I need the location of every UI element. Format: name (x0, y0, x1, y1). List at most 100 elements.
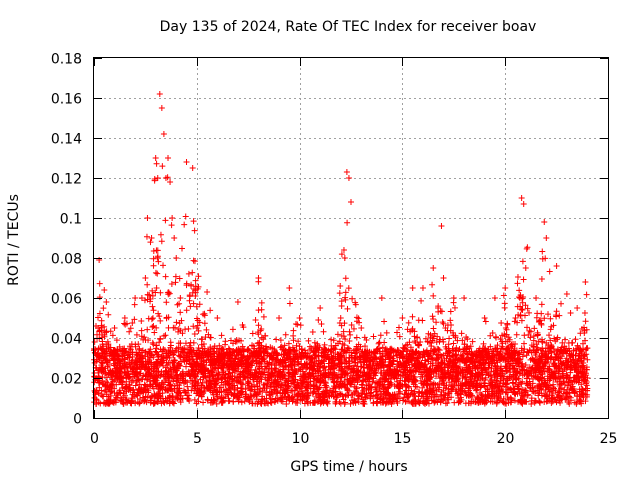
data-point (103, 374, 110, 381)
data-point (130, 391, 137, 398)
data-point (282, 363, 289, 370)
data-point (534, 331, 541, 338)
data-point (536, 386, 543, 393)
data-point (409, 368, 416, 375)
data-point (279, 398, 286, 405)
data-point (231, 393, 238, 400)
data-point (532, 384, 539, 391)
data-point (402, 369, 409, 376)
data-point (464, 351, 471, 358)
data-point (150, 307, 157, 314)
data-point (442, 375, 449, 382)
data-point (250, 376, 257, 383)
data-point (151, 374, 158, 381)
data-point (519, 299, 526, 306)
data-point (385, 390, 392, 397)
data-points (91, 91, 591, 407)
data-point (140, 397, 147, 404)
data-point (164, 289, 171, 296)
data-point (554, 391, 561, 398)
data-point (238, 389, 245, 396)
data-point (260, 347, 267, 354)
data-point (99, 366, 106, 373)
data-point (342, 294, 349, 301)
data-point (449, 365, 456, 372)
data-point (506, 336, 513, 343)
data-point (537, 317, 544, 324)
data-point (405, 384, 412, 391)
data-point (194, 285, 201, 292)
data-point (411, 338, 418, 345)
data-point (542, 349, 549, 356)
data-point (482, 346, 489, 353)
data-point (305, 337, 312, 344)
data-point (556, 312, 563, 319)
data-point (452, 378, 459, 385)
data-point (354, 359, 361, 366)
data-point (435, 346, 442, 353)
data-point (216, 384, 223, 391)
data-point (303, 361, 310, 368)
data-point (258, 358, 265, 365)
data-point (573, 399, 580, 406)
data-point (237, 379, 244, 386)
data-point (192, 385, 199, 392)
data-point (114, 346, 121, 353)
data-point (338, 302, 345, 309)
data-point (272, 395, 279, 402)
data-point (241, 360, 248, 367)
data-point (181, 348, 188, 355)
data-point (527, 334, 534, 341)
data-point (282, 390, 289, 397)
data-point (365, 386, 372, 393)
data-point (201, 384, 208, 391)
data-point (150, 262, 157, 269)
data-point (532, 360, 539, 367)
data-point (428, 355, 435, 362)
data-point (391, 374, 398, 381)
data-point (522, 302, 529, 309)
data-point (121, 352, 128, 359)
data-point (148, 393, 155, 400)
data-point (307, 385, 314, 392)
data-point (489, 391, 496, 398)
data-point (256, 350, 263, 357)
data-point (473, 352, 480, 359)
data-point (444, 327, 451, 334)
data-point (524, 244, 531, 251)
data-point (496, 351, 503, 358)
data-point (207, 346, 214, 353)
data-point (383, 375, 390, 382)
data-point (281, 372, 288, 379)
data-point (290, 373, 297, 380)
data-point (483, 370, 490, 377)
data-point (564, 382, 571, 389)
data-point (328, 358, 335, 365)
data-point (439, 369, 446, 376)
data-point (539, 248, 546, 255)
data-point (258, 334, 265, 341)
data-point (274, 374, 281, 381)
data-point (154, 247, 161, 254)
data-point (522, 389, 528, 396)
data-point (290, 395, 297, 402)
data-point (155, 368, 162, 375)
data-point (263, 385, 270, 392)
data-point (399, 372, 406, 379)
data-point (193, 349, 200, 356)
data-point (111, 389, 118, 396)
data-point (458, 330, 465, 337)
data-point (114, 394, 121, 401)
data-point (105, 311, 112, 318)
data-point (162, 332, 169, 339)
data-point (379, 344, 386, 351)
data-point (548, 349, 555, 356)
data-point (412, 367, 419, 374)
data-point (105, 361, 112, 368)
data-point (109, 384, 116, 391)
data-point (282, 375, 289, 382)
data-point (310, 389, 317, 396)
data-point (358, 390, 365, 397)
data-point (464, 343, 471, 350)
data-point (542, 393, 549, 400)
